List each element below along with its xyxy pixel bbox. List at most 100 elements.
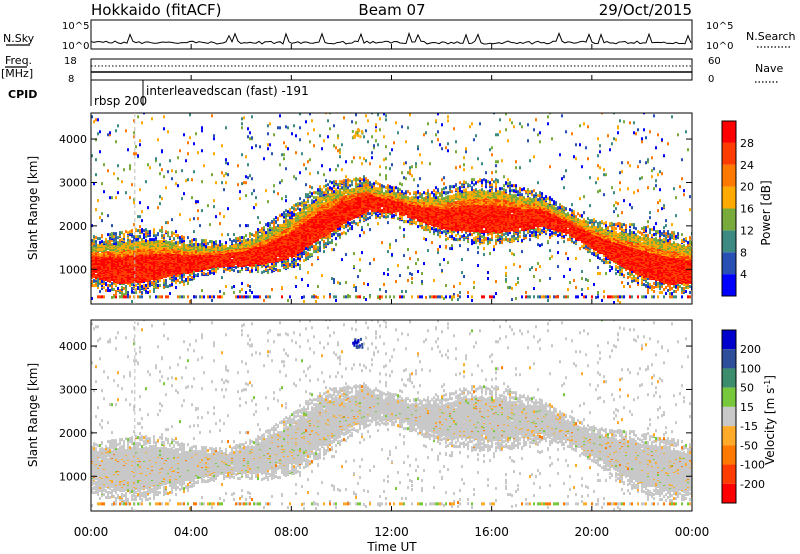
power-cell	[201, 295, 203, 299]
power-cell	[287, 265, 289, 269]
power-cell	[297, 212, 299, 216]
power-cell	[231, 286, 233, 290]
power-cell	[147, 234, 149, 238]
power-cell	[161, 275, 163, 279]
power-cell	[167, 234, 169, 238]
power-cell	[227, 267, 229, 271]
power-cell	[127, 247, 129, 251]
power-cell	[123, 265, 125, 269]
power-cell	[139, 215, 141, 219]
power-cell	[305, 254, 307, 258]
power-cell	[261, 271, 263, 275]
power-cell	[273, 265, 275, 269]
power-cell	[323, 250, 325, 254]
power-cell	[103, 295, 105, 299]
power-cell	[119, 289, 121, 293]
power-cell	[157, 286, 159, 290]
power-cell	[139, 274, 141, 278]
power-cell	[137, 215, 139, 219]
power-cell	[221, 243, 223, 247]
power-cell	[99, 253, 101, 257]
power-cell	[123, 242, 125, 246]
power-cell	[159, 284, 161, 288]
power-cell	[233, 269, 235, 273]
power-cell	[181, 235, 183, 239]
power-cell	[101, 252, 103, 256]
power-cell	[175, 182, 177, 186]
power-cell	[143, 271, 145, 275]
power-cell	[123, 277, 125, 281]
power-cell	[133, 283, 135, 287]
power-cell	[97, 132, 99, 136]
power-cell	[135, 276, 137, 280]
power-cell	[259, 235, 261, 239]
power-cell	[243, 116, 245, 120]
power-cell	[115, 196, 117, 200]
power-cell	[267, 231, 269, 235]
power-cell	[193, 170, 195, 174]
power-cell	[325, 184, 327, 188]
power-cell	[235, 295, 237, 299]
power-cell	[215, 240, 217, 244]
power-cell	[305, 206, 307, 210]
power-cell	[241, 117, 243, 121]
power-cell	[159, 240, 161, 244]
power-cell	[259, 295, 261, 299]
power-cell	[339, 180, 341, 184]
power-cell	[175, 230, 177, 234]
power-cell	[301, 204, 303, 208]
power-cell	[93, 235, 95, 239]
power-cell	[95, 282, 97, 286]
power-cell	[91, 280, 93, 284]
power-cell	[161, 236, 163, 240]
power-cell	[115, 273, 117, 277]
power-cell	[203, 295, 205, 299]
power-cell	[183, 283, 185, 287]
power-cell	[171, 169, 173, 173]
power-cell	[163, 234, 165, 238]
power-cell	[239, 236, 241, 240]
power-cell	[307, 252, 309, 256]
power-cell	[157, 246, 159, 250]
power-cell	[143, 288, 145, 292]
power-cell	[183, 273, 185, 277]
power-cell	[345, 253, 347, 257]
power-cell	[237, 270, 239, 274]
power-cell	[111, 224, 113, 228]
power-cell	[193, 142, 195, 146]
power-cell	[137, 154, 139, 158]
power-cell	[249, 239, 251, 243]
power-cell	[113, 242, 115, 246]
power-cell	[181, 295, 183, 299]
power-cell	[323, 295, 325, 299]
power-cell	[123, 233, 125, 237]
noise-left-tick-high: 10^5	[62, 21, 89, 32]
power-cell	[219, 290, 221, 294]
power-cell	[311, 253, 313, 257]
power-cell	[229, 238, 231, 242]
power-cell	[321, 238, 323, 242]
power-cell	[111, 235, 113, 239]
power-cell	[159, 273, 161, 277]
power-cell	[117, 268, 119, 272]
power-cell	[111, 278, 113, 282]
power-cell	[149, 277, 151, 281]
power-cell	[233, 291, 235, 295]
power-cell	[155, 234, 157, 238]
power-cell	[251, 115, 253, 119]
power-cell	[111, 232, 113, 236]
power-cell	[319, 241, 321, 245]
power-cell	[99, 216, 101, 220]
power-cell	[195, 238, 197, 242]
power-cell	[321, 274, 323, 278]
power-cell	[175, 241, 177, 245]
power-cell	[333, 190, 335, 194]
power-cell	[223, 188, 225, 192]
power-cell	[147, 240, 149, 244]
power-cell	[153, 288, 155, 292]
power-cell	[167, 252, 169, 256]
power-cell	[325, 228, 327, 232]
power-cell	[107, 251, 109, 255]
power-cell	[113, 288, 115, 292]
power-cell	[129, 243, 131, 247]
